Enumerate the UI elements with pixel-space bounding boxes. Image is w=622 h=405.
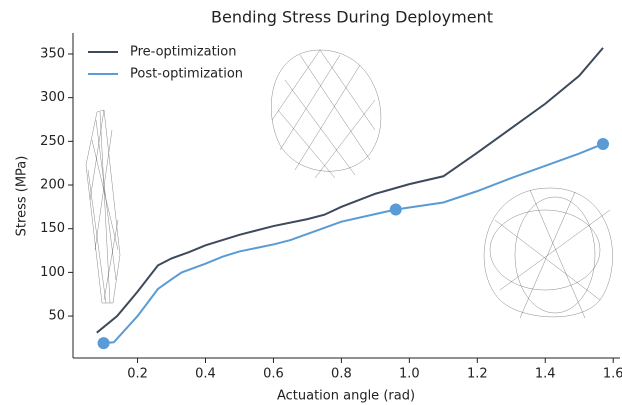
legend-label: Pre-optimization [130,45,236,60]
x-tick-label: 0.4 [195,367,216,382]
x-tick-label: 1.0 [399,367,420,382]
x-tick-label: 0.6 [263,367,284,382]
highlight-point [390,203,402,215]
x-tick-label: 0.2 [127,367,148,382]
sketch-middle [271,50,381,178]
highlight-point [98,337,110,349]
x-tick-label: 0.8 [331,367,352,382]
y-tick-label: 50 [48,309,65,324]
x-tick-label: 1.6 [603,367,622,382]
x-tick-label: 1.2 [467,367,488,382]
y-tick-label: 250 [40,134,65,149]
y-tick-label: 100 [40,265,65,280]
y-tick-label: 200 [40,178,65,193]
line-series [97,48,603,333]
inset-sketches [86,50,613,318]
y-tick-label: 350 [40,46,65,61]
chart-title: Bending Stress During Deployment [211,8,493,27]
y-tick-label: 300 [40,90,65,105]
sketch-collapsed [86,110,120,303]
y-axis-label: Stress (MPa) [15,156,30,237]
sketch-open [484,188,613,318]
x-tick-label: 1.4 [535,367,556,382]
legend-label: Post-optimization [130,67,243,82]
chart: Bending Stress During Deployment Actuati… [0,0,622,405]
x-axis-label: Actuation angle (rad) [277,389,415,404]
line-series [104,144,603,343]
highlight-point [597,138,609,150]
y-tick-label: 150 [40,221,65,236]
